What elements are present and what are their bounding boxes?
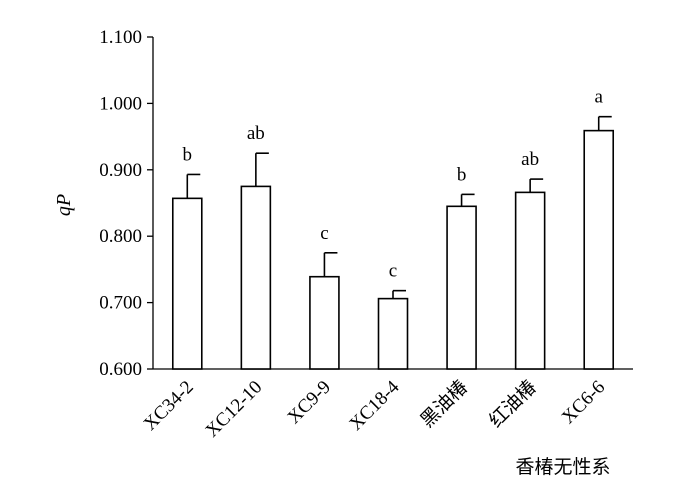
significance-label: c [320, 223, 328, 244]
bar [583, 129, 615, 370]
y-tick-label: 0.600 [99, 359, 142, 380]
y-tick-label: 0.800 [99, 226, 142, 247]
significance-label: b [457, 164, 467, 185]
y-tick-label: 1.100 [99, 27, 142, 48]
y-axis-title: qP [53, 194, 75, 216]
y-axis: 0.600 0.700 0.800 0.900 1.000 1.100 [99, 27, 154, 380]
significance-label: ab [247, 123, 265, 144]
bar [171, 197, 203, 370]
x-tick-label: XC18-4 [345, 376, 403, 434]
bar [309, 275, 340, 370]
x-axis-title: 香椿无性系 [515, 456, 610, 478]
y-tick-label: 1.000 [99, 93, 142, 114]
x-tick-label: 红油椿 [485, 376, 541, 432]
bar [514, 191, 546, 370]
bar [446, 205, 477, 370]
x-tick-label: 黑油椿 [416, 376, 472, 432]
significance-label: c [389, 261, 397, 282]
significance-label: a [594, 87, 603, 108]
bars: b ab c c b ab a [171, 87, 615, 370]
x-tick-label: XC34-2 [140, 377, 198, 435]
y-tick-label: 0.700 [99, 293, 142, 314]
bar [240, 185, 272, 370]
x-tick-labels: XC34-2 XC12-10 XC9-9 XC18-4 黑油椿 红油椿 XC6-6 [140, 376, 610, 442]
significance-label: b [183, 144, 193, 165]
y-tick-label: 0.900 [99, 160, 142, 181]
significance-label: ab [521, 149, 539, 170]
x-tick-label: XC12-10 [202, 377, 267, 442]
bar [377, 297, 409, 370]
x-tick-label: XC6-6 [558, 377, 609, 428]
x-tick-label: XC9-9 [284, 377, 335, 428]
